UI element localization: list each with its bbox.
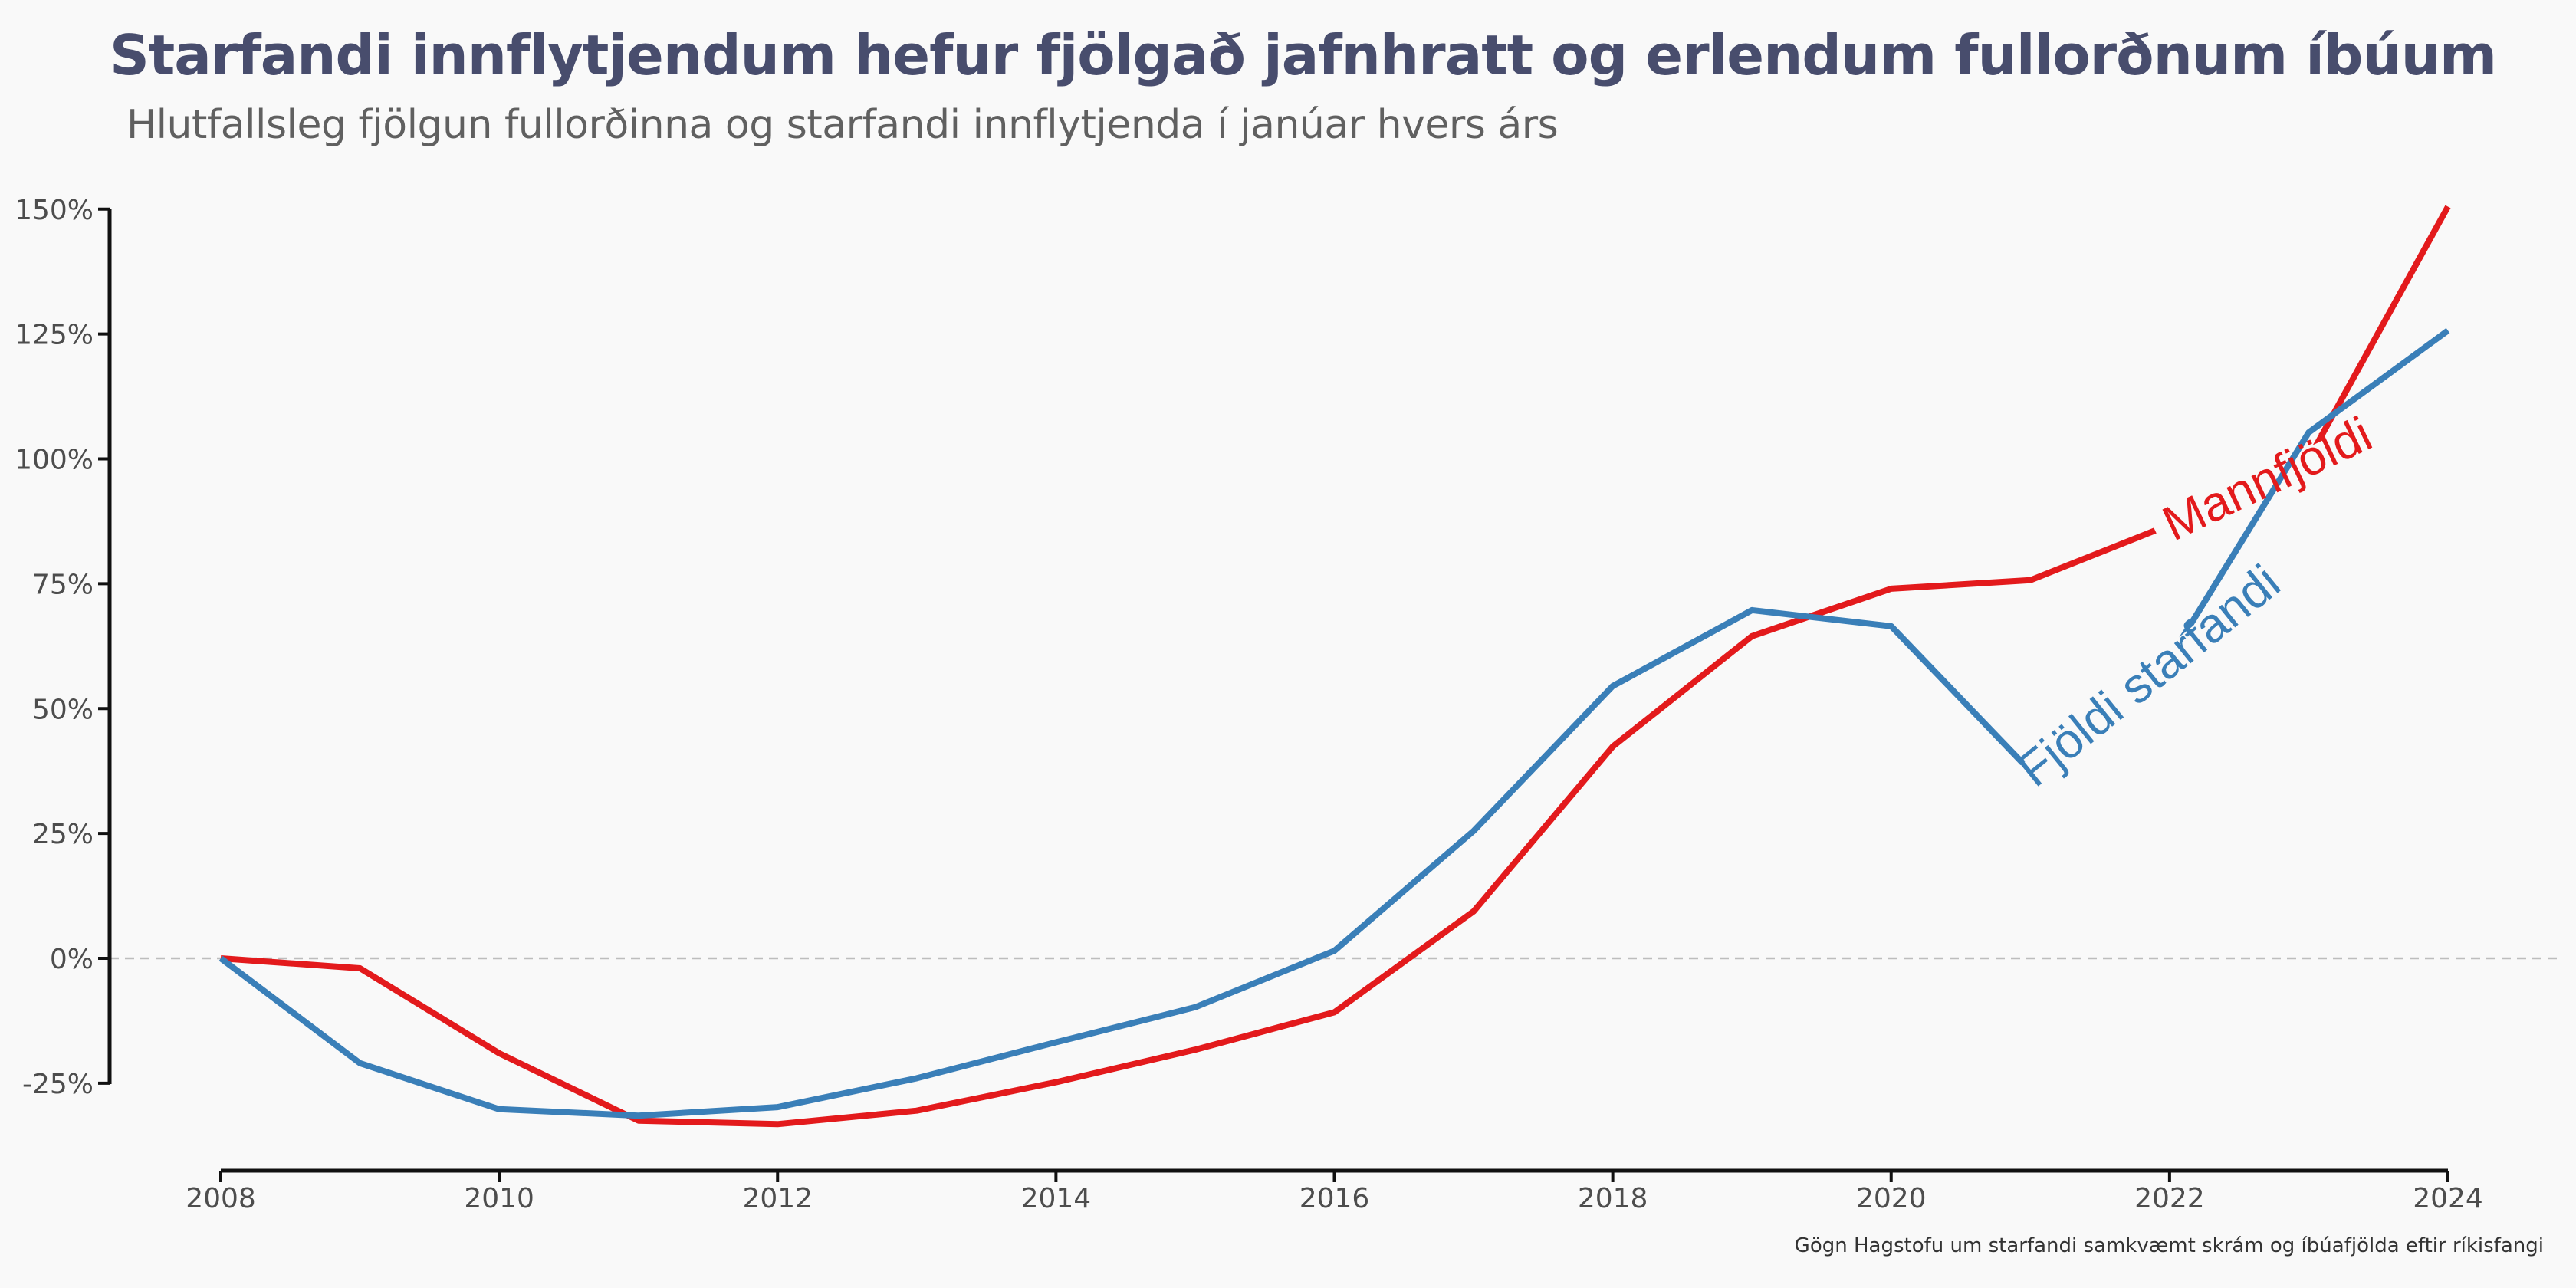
x-tick-label: 2018 — [1578, 1183, 1648, 1214]
series-line-fj-ldi-starfandi — [219, 327, 2450, 1119]
y-tick-label: 25% — [32, 819, 94, 850]
y-tick-label: 125% — [15, 320, 94, 351]
series-lines — [219, 205, 2451, 1128]
x-tick-label: 2024 — [2413, 1183, 2483, 1214]
y-tick-label: 0% — [50, 944, 94, 975]
y-axis-ticks: -25% 0% 25% 50% 75% 100% 125% 150% — [15, 195, 110, 1100]
series-label-fj-ldi-starfandi: Fjöldi starfandi — [2007, 554, 2290, 797]
x-tick-label: 2020 — [1856, 1183, 1927, 1214]
y-tick-label: -25% — [22, 1069, 94, 1100]
x-tick-label: 2014 — [1021, 1183, 1092, 1214]
series-label-mannfj-ldi: Mannfjöldi — [2154, 406, 2380, 551]
y-tick-label: 150% — [15, 195, 94, 226]
chart-title: Starfandi innflytjendum hefur fjölgað ja… — [110, 23, 2497, 87]
x-tick-label: 2016 — [1300, 1183, 1370, 1214]
x-tick-label: 2012 — [742, 1183, 813, 1214]
chart-caption: Gögn Hagstofu um starfandi samkvæmt skrá… — [1794, 1234, 2544, 1257]
x-axis-ticks: 2008 2010 2012 2014 2016 2018 2020 2022 2024 — [186, 1171, 2483, 1214]
x-tick-label: 2010 — [464, 1183, 534, 1214]
x-tick-label: 2022 — [2134, 1183, 2205, 1214]
chart-subtitle: Hlutfallsleg fjölgun fullorðinna og star… — [127, 102, 1559, 148]
y-tick-label: 75% — [32, 569, 94, 600]
x-tick-label: 2008 — [186, 1183, 256, 1214]
y-tick-label: 50% — [32, 694, 94, 725]
y-tick-label: 100% — [15, 445, 94, 476]
series-line-mannfj-ldi — [220, 205, 2451, 1128]
